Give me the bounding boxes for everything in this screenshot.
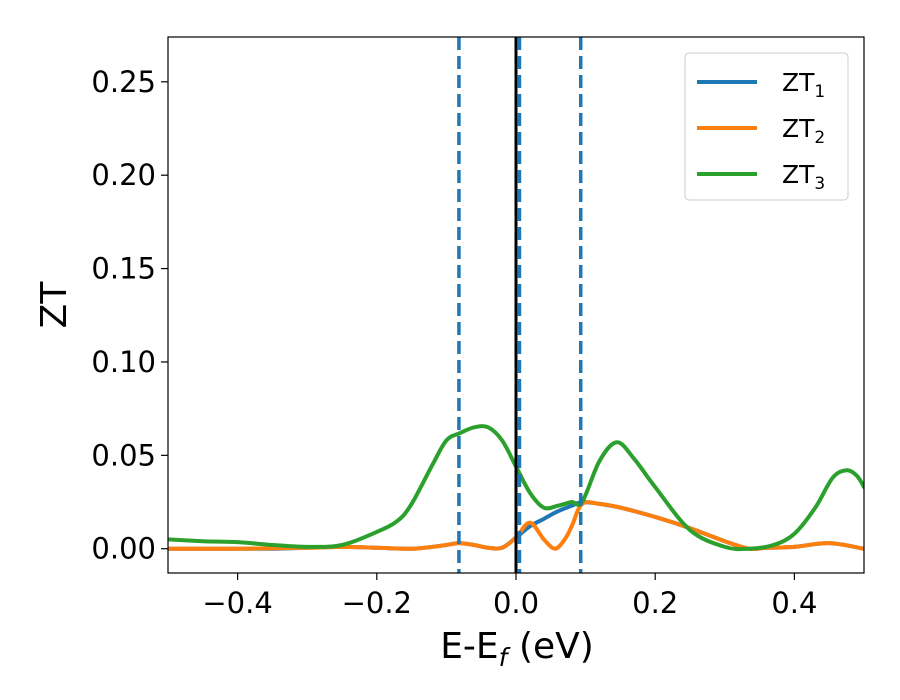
y-axis-label: ZT xyxy=(34,281,75,329)
legend: ZT1 ZT2 ZT3 xyxy=(684,52,849,201)
y-tick-label: 0.05 xyxy=(91,438,156,472)
y-tick-label: 0.10 xyxy=(91,345,156,379)
x-axis-ticks: −0.4 −0.2 0.0 0.2 0.4 xyxy=(202,573,817,620)
x-axis-label-unit: (eV) xyxy=(519,626,594,667)
series-line-2 xyxy=(168,500,864,552)
series-line-3 xyxy=(168,424,864,552)
x-axis-label: E-Ef (eV) xyxy=(440,626,594,672)
y-tick-label: 0.15 xyxy=(91,252,156,286)
x-tick-label: −0.2 xyxy=(342,586,412,620)
legend-label-1: ZT1 xyxy=(782,68,825,102)
legend-frame xyxy=(684,52,849,201)
y-tick-label: 0.00 xyxy=(91,532,156,566)
vline-layer xyxy=(457,37,583,573)
y-tick-label: 0.25 xyxy=(91,65,156,99)
y-tick-label: 0.20 xyxy=(91,158,156,192)
legend-label-2: ZT2 xyxy=(782,114,825,148)
x-tick-label: 0.0 xyxy=(493,586,539,620)
x-tick-label: 0.4 xyxy=(771,586,817,620)
legend-label-3: ZT3 xyxy=(782,160,825,194)
series-layer xyxy=(168,424,864,552)
x-tick-label: −0.4 xyxy=(202,586,272,620)
y-axis-ticks: 0.00 0.05 0.10 0.15 0.20 0.25 xyxy=(91,65,168,566)
x-tick-label: 0.2 xyxy=(632,586,678,620)
